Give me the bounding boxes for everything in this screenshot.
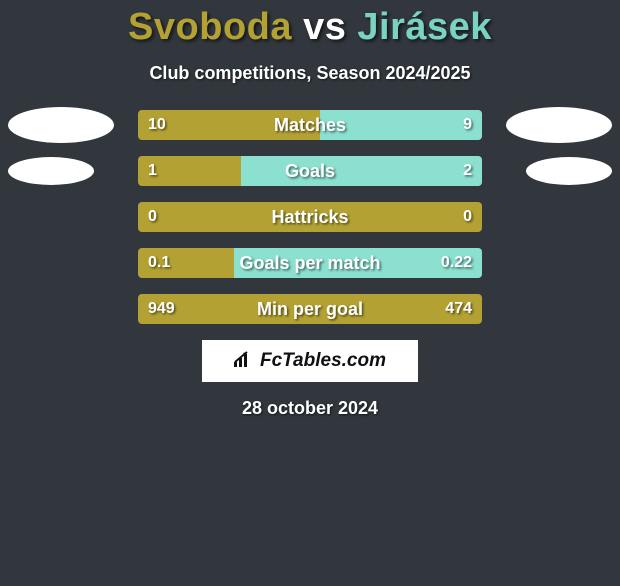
stat-bar-track xyxy=(138,202,482,232)
player1-name: Svoboda xyxy=(128,6,292,48)
player2-avatar xyxy=(526,157,612,185)
stat-bar-track xyxy=(138,110,482,140)
stat-row: Matches109 xyxy=(0,110,620,140)
stat-bar-track xyxy=(138,156,482,186)
date-text: 28 october 2024 xyxy=(0,398,620,419)
stat-bar-fill xyxy=(320,110,482,140)
subtitle: Club competitions, Season 2024/2025 xyxy=(0,63,620,84)
vs-text: vs xyxy=(303,6,346,48)
comparison-title: Svoboda vs Jirásek xyxy=(0,6,620,49)
player2-name: Jirásek xyxy=(357,6,492,48)
source-badge[interactable]: FcTables.com xyxy=(202,340,418,382)
stat-bar-fill xyxy=(241,156,482,186)
player1-avatar xyxy=(8,107,114,143)
stat-bar-fill xyxy=(234,248,482,278)
stat-row: Hattricks00 xyxy=(0,202,620,232)
comparison-chart: Matches109 Goals12 Hattricks00 Goals per ma… xyxy=(0,110,620,324)
stat-bar-track xyxy=(138,294,482,324)
stat-bar-track xyxy=(138,248,482,278)
stat-row: Goals per match0.10.22 xyxy=(0,248,620,278)
player1-avatar xyxy=(8,157,94,185)
player2-avatar xyxy=(506,107,612,143)
source-badge-text: FcTables.com xyxy=(260,350,386,372)
stat-row: Goals12 xyxy=(0,156,620,186)
signal-icon xyxy=(234,351,254,372)
stat-row: Min per goal949474 xyxy=(0,294,620,324)
